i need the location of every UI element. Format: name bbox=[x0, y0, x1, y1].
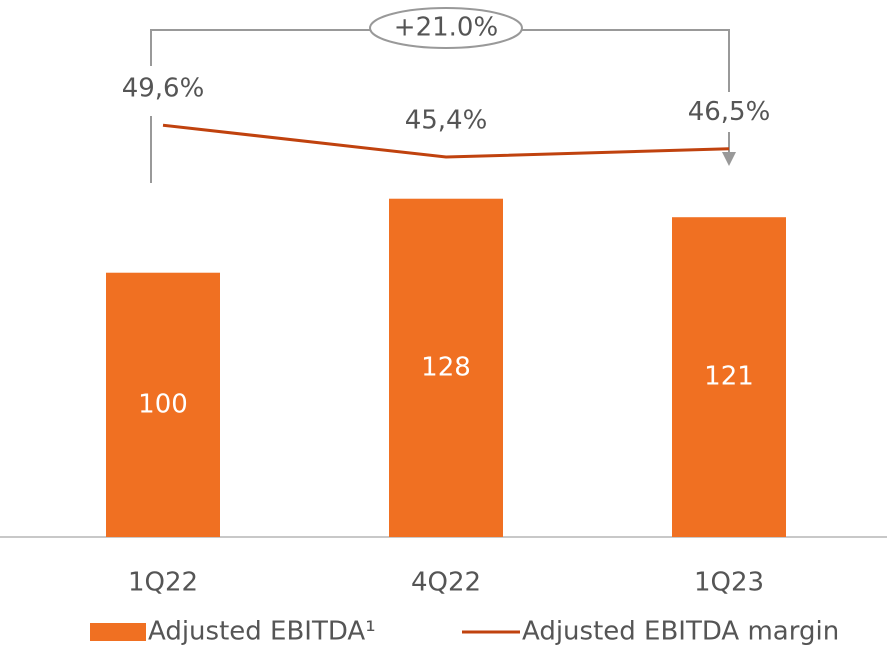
x-tick-label: 1Q23 bbox=[694, 568, 764, 598]
annotation: +21.0% bbox=[394, 13, 498, 43]
arrow-head bbox=[722, 152, 736, 166]
legend-swatch bbox=[90, 623, 146, 641]
legend-label: Adjusted EBITDA¹ bbox=[148, 617, 376, 645]
bar bbox=[672, 217, 786, 537]
data-label: 128 bbox=[421, 352, 471, 382]
bar bbox=[389, 198, 503, 537]
x-tick-label: 4Q22 bbox=[411, 568, 481, 598]
bracket bbox=[150, 7, 730, 183]
line bbox=[162, 123, 730, 159]
data-label: 49,6% bbox=[122, 74, 205, 104]
data-label: 121 bbox=[704, 362, 754, 392]
data-label: 46,5% bbox=[688, 97, 771, 127]
x-tick-label: 1Q22 bbox=[128, 568, 198, 598]
legend-label: Adjusted EBITDA margin bbox=[522, 617, 839, 645]
data-label: 100 bbox=[138, 389, 188, 419]
data-label: 45,4% bbox=[405, 106, 488, 136]
bar bbox=[106, 272, 220, 537]
